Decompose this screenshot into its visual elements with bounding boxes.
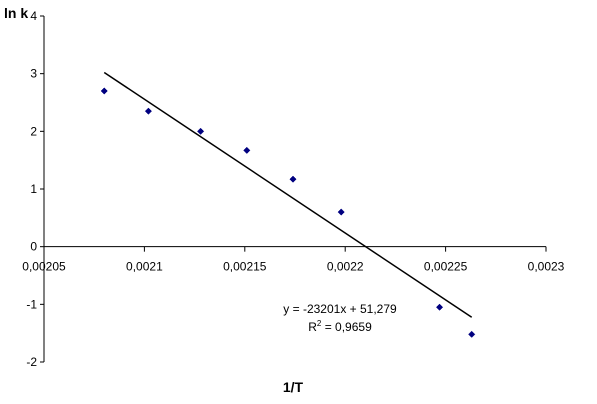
- r2-prefix: R: [308, 320, 317, 334]
- data-point: [243, 146, 251, 154]
- data-point: [197, 127, 205, 135]
- y-axis-title: ln k: [4, 5, 28, 21]
- x-tick-label: 0,00215: [223, 260, 267, 274]
- data-point: [100, 87, 108, 95]
- y-tick-label: -1: [26, 297, 37, 311]
- axes: -2 -1 0 1 2 3 4 0,00205 0,0021 0,00215 0,0022 0,002…: [22, 9, 564, 369]
- trendline-equation: y = -23201x + 51,279: [283, 302, 397, 316]
- data-point: [468, 330, 476, 338]
- trendline-r-squared: R2 = 0,9659: [308, 319, 372, 334]
- r2-suffix: = 0,9659: [321, 320, 372, 334]
- data-points: [100, 87, 476, 338]
- trendline-group: [103, 71, 473, 318]
- data-point: [144, 107, 152, 115]
- y-tick-label: 1: [30, 182, 37, 196]
- y-tick-label: 0: [30, 240, 37, 254]
- y-tick-label: -2: [26, 355, 37, 369]
- x-tick-label: 0,00205: [22, 260, 66, 274]
- x-tick-label: 0,0022: [327, 260, 364, 274]
- data-point: [436, 303, 444, 311]
- x-axis-title: 1/T: [283, 379, 304, 395]
- x-tick-label: 0,00225: [424, 260, 468, 274]
- data-point: [337, 208, 345, 216]
- trendline: [103, 71, 473, 318]
- r2-superscript: 2: [317, 319, 322, 328]
- y-tick-label: 2: [30, 124, 37, 138]
- y-tick-label: 3: [30, 67, 37, 81]
- data-point: [289, 175, 297, 183]
- x-tick-label: 0,0021: [126, 260, 163, 274]
- y-tick-label: 4: [30, 9, 37, 23]
- x-tick-label: 0,0023: [528, 260, 565, 274]
